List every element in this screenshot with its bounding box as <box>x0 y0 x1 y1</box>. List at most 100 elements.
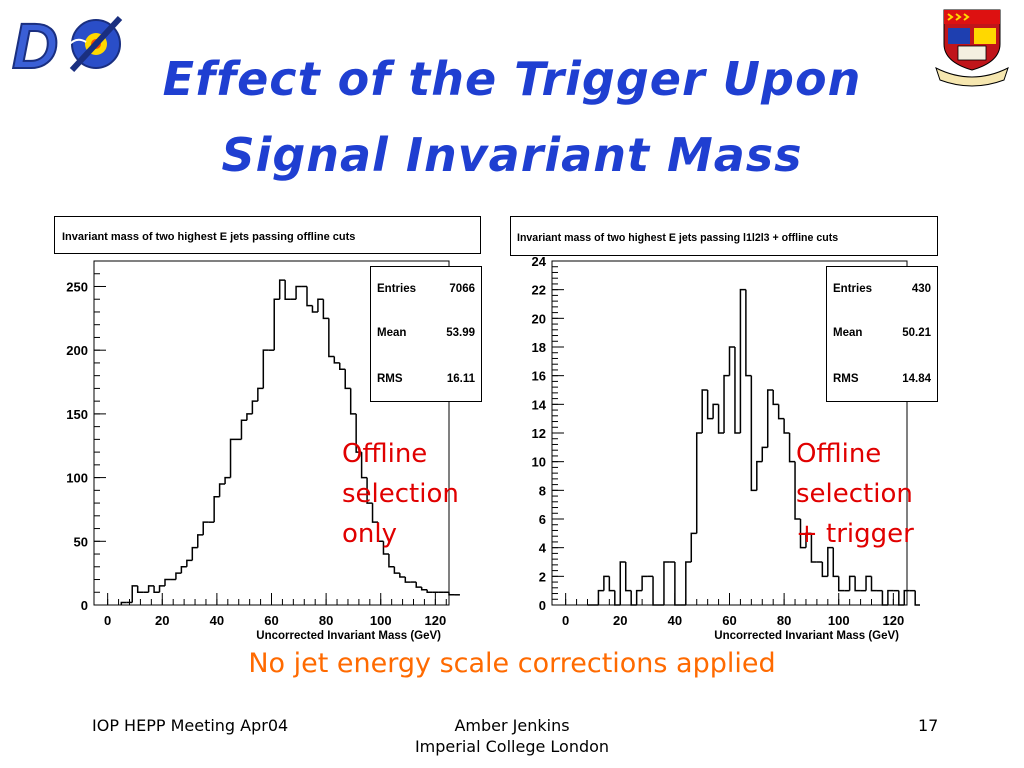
histogram-bin <box>371 503 378 523</box>
histogram-bin <box>404 576 411 583</box>
histogram-bin <box>799 519 806 549</box>
y-tick-label: 4 <box>539 541 547 556</box>
footer-institution: Imperial College London <box>414 737 610 756</box>
histogram-bin <box>652 576 659 606</box>
annotation-line: Offline <box>796 439 882 469</box>
histogram-bin <box>827 546 834 577</box>
stats-rms-value: 16.11 <box>446 373 475 385</box>
y-tick-label: 0 <box>81 598 88 613</box>
stats-mean-label: Mean <box>833 327 863 339</box>
y-tick-label: 20 <box>532 311 546 326</box>
histogram-title-left: Invariant mass of two highest E jets pas… <box>62 231 356 243</box>
histogram-bin <box>690 532 697 562</box>
histogram-bin <box>240 419 247 440</box>
histogram-bin <box>136 585 144 594</box>
histogram-bin <box>685 561 692 605</box>
histogram-bin <box>865 575 872 591</box>
histogram-bin <box>597 589 604 605</box>
stats-rms-value: 14.84 <box>902 373 931 385</box>
histogram-bin <box>728 346 735 376</box>
histogram-bin <box>415 582 422 588</box>
histogram-bin <box>339 362 346 371</box>
y-tick-label: 100 <box>66 471 88 486</box>
slide-title-line-1: Effect of the Trigger Upon <box>162 52 862 106</box>
histogram-bin <box>355 413 362 453</box>
histogram-bin <box>426 589 433 594</box>
histogram-bin <box>788 433 796 463</box>
histogram-bin <box>344 369 351 390</box>
histogram-bin <box>761 446 768 462</box>
histogram-bin <box>273 298 280 351</box>
annotation-line: Offline <box>342 439 428 469</box>
y-tick-label: 24 <box>532 255 547 269</box>
stats-entries-label: Entries <box>377 283 416 295</box>
histogram-bin <box>772 390 779 406</box>
histogram-bin <box>213 495 220 523</box>
svg-text:D: D <box>12 10 58 78</box>
histogram-bin <box>377 522 384 543</box>
histogram-bin <box>218 483 226 497</box>
stats-rms-label: RMS <box>833 373 859 385</box>
x-tick-label: 20 <box>613 613 627 628</box>
y-tick-label: 250 <box>66 279 88 294</box>
y-tick-label: 50 <box>74 534 88 549</box>
histogram-bin <box>349 388 357 415</box>
histogram-bin <box>284 280 291 300</box>
histogram-bin <box>420 587 428 591</box>
histogram-bin <box>630 590 637 606</box>
annotation-line: + trigger <box>796 519 914 549</box>
histogram-title-box-right: Invariant mass of two highest E jets pas… <box>510 216 938 256</box>
y-tick-label: 16 <box>532 369 546 384</box>
y-tick-label: 6 <box>539 512 546 527</box>
histogram-bin <box>164 578 171 586</box>
histogram-bin <box>333 356 340 364</box>
histogram-bin <box>663 561 670 605</box>
histogram-bin <box>120 601 127 605</box>
histogram-bin <box>186 559 193 567</box>
subnote: No jet energy scale corrections applied <box>248 648 776 679</box>
x-tick-label: 60 <box>264 613 278 628</box>
y-tick-label: 12 <box>532 426 546 441</box>
y-tick-label: 200 <box>66 343 88 358</box>
histogram-offline: 0 50 100 150 200 250 0 20 40 60 80 100 120 Uncorrecte… <box>66 260 460 642</box>
histogram-title-right: Invariant mass of two highest E jets pas… <box>517 232 839 244</box>
histogram-bin <box>153 585 160 594</box>
histogram-bin <box>388 554 395 568</box>
stats-entries-label: Entries <box>833 283 872 295</box>
histogram-bin <box>870 576 877 592</box>
histogram-bin <box>131 585 138 603</box>
x-tick-label: 0 <box>104 613 111 628</box>
histogram-bin <box>147 585 155 593</box>
x-axis-label: Uncorrected Invariant Mass (GeV) <box>256 630 441 642</box>
histogram-bin <box>224 476 231 484</box>
histogram-bin <box>739 288 746 433</box>
histogram-bin <box>322 299 329 320</box>
histogram-bin <box>805 532 812 548</box>
histogram-bin <box>821 562 828 578</box>
histogram-bin <box>745 289 752 377</box>
histogram-bin <box>903 589 910 605</box>
histogram-bin <box>175 572 182 580</box>
x-tick-label: 40 <box>210 613 224 628</box>
stats-box-left: Entries 7066 Mean 53.99 RMS 16.11 <box>370 266 482 402</box>
annotation-offline-only: Offline selection only <box>342 434 459 554</box>
histogram-bin <box>641 575 648 591</box>
histogram-bin <box>382 541 389 555</box>
histogram-bin <box>624 562 632 592</box>
histogram-bin <box>366 477 373 504</box>
stats-entries-value: 7066 <box>449 283 475 295</box>
stats-mean-value: 50.21 <box>902 327 931 339</box>
y-tick-label: 22 <box>532 283 546 298</box>
histogram-bin <box>197 534 204 548</box>
stats-mean-label: Mean <box>377 327 407 339</box>
x-tick-label: 80 <box>319 613 333 628</box>
histogram-bin <box>734 347 741 434</box>
x-tick-label: 100 <box>828 613 850 628</box>
footer-author: Amber Jenkins <box>454 716 570 735</box>
y-tick-label: 2 <box>539 569 546 584</box>
histogram-bin <box>614 590 621 606</box>
y-tick-label: 14 <box>532 397 547 412</box>
footer-center: Amber Jenkins Imperial College London <box>412 716 612 756</box>
histogram-bin <box>777 404 785 420</box>
histogram-bin <box>794 461 801 520</box>
